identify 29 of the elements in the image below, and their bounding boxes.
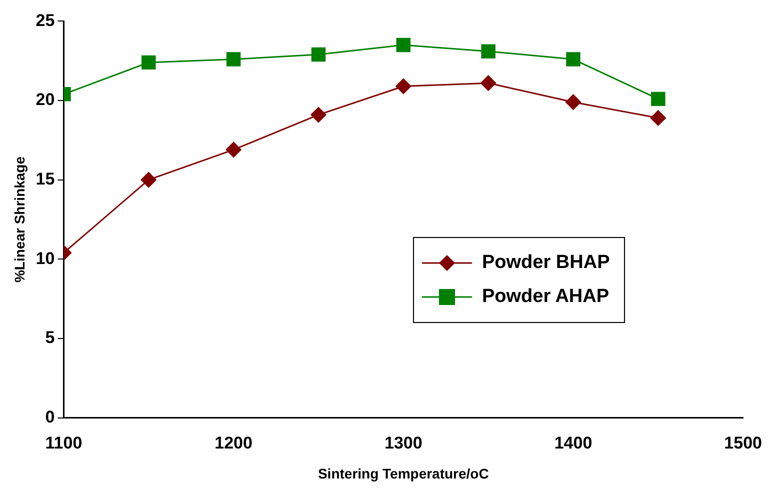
- point: [566, 52, 580, 66]
- x-tick-label: 1400: [554, 434, 592, 453]
- point: [396, 38, 411, 52]
- x-tick-label: 1200: [214, 434, 252, 453]
- point: [140, 172, 156, 188]
- x-tick-label: 1500: [724, 434, 762, 453]
- legend-label: Powder AHAP: [482, 286, 610, 308]
- y-tick-label: 15: [36, 170, 55, 189]
- point: [481, 44, 496, 58]
- y-axis-title: %Linear Shrinkage: [11, 156, 28, 283]
- point: [565, 94, 581, 110]
- y-tick-label: 0: [45, 407, 55, 426]
- point: [396, 78, 412, 94]
- y-tick-label: 5: [45, 328, 55, 348]
- point: [142, 55, 156, 70]
- x-tick-label: 1300: [384, 434, 422, 453]
- point: [226, 52, 241, 66]
- x-axis-title: Sintering Temperature/oC: [318, 465, 489, 482]
- point: [311, 47, 326, 62]
- y-tick-label: 10: [36, 248, 55, 268]
- point: [650, 110, 666, 126]
- point: [226, 142, 242, 158]
- legend-label: Powder BHAP: [482, 252, 610, 274]
- x-tick-label: 1100: [45, 434, 82, 453]
- point: [651, 92, 666, 106]
- point: [480, 75, 496, 91]
- point: [310, 107, 326, 123]
- y-tick-label: 25: [36, 10, 55, 30]
- y-tick-label: 20: [36, 90, 55, 110]
